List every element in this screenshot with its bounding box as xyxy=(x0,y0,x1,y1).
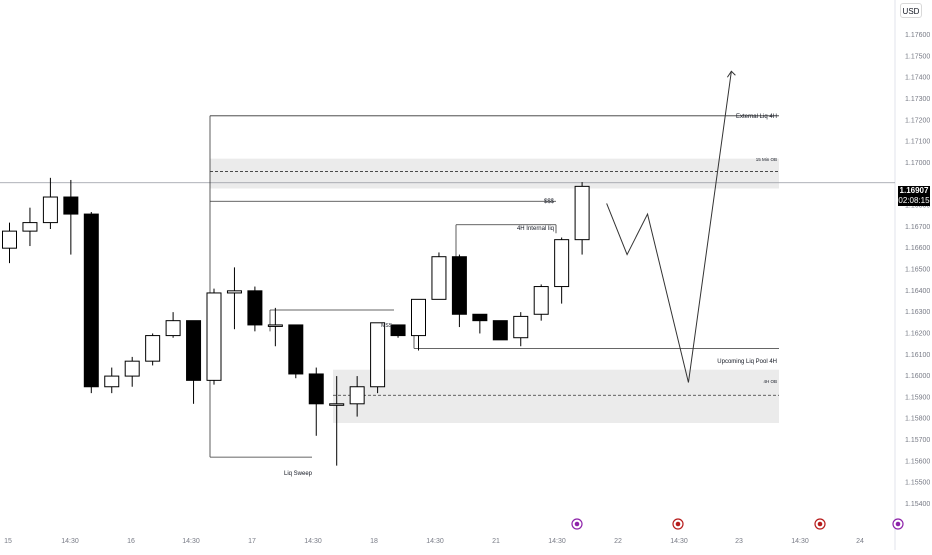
countdown-tag: 02:08:15 xyxy=(898,196,930,206)
order-block-zone xyxy=(333,369,779,423)
y-tick-label: 1.17400 xyxy=(905,75,930,82)
bull-candle xyxy=(431,256,447,300)
bull-candle xyxy=(22,222,38,232)
y-tick-label: 1.15900 xyxy=(905,394,930,401)
bull-candle xyxy=(226,290,242,294)
sss-label: $$$ xyxy=(544,199,555,205)
bull-candle xyxy=(267,324,283,327)
y-tick-label: 1.16100 xyxy=(905,352,930,359)
bull-candle xyxy=(349,386,365,405)
economic-event-dot xyxy=(574,521,580,527)
currency-button[interactable]: USD xyxy=(900,3,922,18)
bear-candle xyxy=(186,320,202,381)
current-price-tag: 1.16907 xyxy=(898,186,930,196)
bear-candle xyxy=(492,320,508,341)
bear-candle xyxy=(451,256,467,315)
economic-event-dot xyxy=(675,521,681,527)
bull-candle xyxy=(513,315,529,339)
y-tick-label: 1.15400 xyxy=(905,501,930,508)
y-tick-label: 1.17300 xyxy=(905,96,930,103)
order-block-zone xyxy=(210,158,779,189)
ob-4h-label: 4H OB xyxy=(763,379,777,384)
y-tick-label: 1.15600 xyxy=(905,458,930,465)
upcoming-liq-label: Upcoming Liq Pool 4H xyxy=(717,359,777,365)
x-tick-label: 15 xyxy=(4,538,12,545)
y-tick-label: 1.16300 xyxy=(905,309,930,316)
y-tick-label: 1.16600 xyxy=(905,245,930,252)
internal-liq-label: 4H Internal liq xyxy=(517,226,554,232)
y-tick-label: 1.17200 xyxy=(905,117,930,124)
projection-path xyxy=(606,71,732,383)
bull-candle xyxy=(42,196,58,224)
y-tick-label: 1.16000 xyxy=(905,373,930,380)
y-tick-label: 1.15800 xyxy=(905,416,930,423)
y-tick-label: 1.17600 xyxy=(905,32,930,39)
bull-candle xyxy=(329,403,345,406)
x-tick-label: 22 xyxy=(614,538,622,545)
bear-candle xyxy=(390,324,406,337)
bull-candle xyxy=(554,239,570,288)
ob-15min-label: 15 Min OB xyxy=(756,157,777,162)
bull-candle xyxy=(370,322,386,388)
mss-label: MSS xyxy=(381,323,393,329)
x-tick-label: 14:30 xyxy=(61,538,79,545)
bull-candle xyxy=(145,335,161,362)
y-tick-label: 1.16500 xyxy=(905,267,930,274)
x-tick-label: 14:30 xyxy=(182,538,200,545)
y-tick-label: 1.16700 xyxy=(905,224,930,231)
y-tick-label: 1.16400 xyxy=(905,288,930,295)
bull-candle xyxy=(2,230,17,249)
y-tick-label: 1.16200 xyxy=(905,330,930,337)
x-tick-label: 18 xyxy=(370,538,378,545)
bear-candle xyxy=(63,196,79,215)
y-tick-label: 1.17100 xyxy=(905,139,930,146)
bear-candle xyxy=(288,324,304,375)
y-tick-label: 1.15700 xyxy=(905,437,930,444)
external-liq-label: External Liq 4H xyxy=(736,114,777,120)
economic-event-dot xyxy=(895,521,901,527)
bull-candle xyxy=(206,292,222,381)
x-tick-label: 14:30 xyxy=(426,538,444,545)
x-tick-label: 24 xyxy=(856,538,864,545)
liq-sweep-label: Liq Sweep xyxy=(284,471,313,477)
bear-candle xyxy=(472,313,488,322)
bull-candle xyxy=(165,320,181,337)
bear-candle xyxy=(308,373,324,405)
bull-candle xyxy=(124,360,140,377)
x-tick-label: 16 xyxy=(127,538,135,545)
y-tick-label: 1.17500 xyxy=(905,53,930,60)
bear-candle xyxy=(83,213,99,388)
x-tick-label: 14:30 xyxy=(548,538,566,545)
bull-candle xyxy=(104,375,120,388)
bull-candle xyxy=(574,185,590,241)
x-tick-label: 17 xyxy=(248,538,256,545)
y-tick-label: 1.15500 xyxy=(905,480,930,487)
economic-event-dot xyxy=(817,521,823,527)
projection-arrowhead xyxy=(726,70,736,78)
x-tick-label: 23 xyxy=(735,538,743,545)
y-tick-label: 1.16800 xyxy=(905,203,930,210)
x-tick-label: 14:30 xyxy=(791,538,809,545)
x-tick-label: 14:30 xyxy=(304,538,322,545)
bull-candle xyxy=(533,286,549,315)
x-tick-label: 21 xyxy=(492,538,500,545)
bull-candle xyxy=(411,298,426,337)
x-tick-label: 14:30 xyxy=(670,538,688,545)
y-tick-label: 1.17000 xyxy=(905,160,930,167)
bear-candle xyxy=(247,290,263,326)
